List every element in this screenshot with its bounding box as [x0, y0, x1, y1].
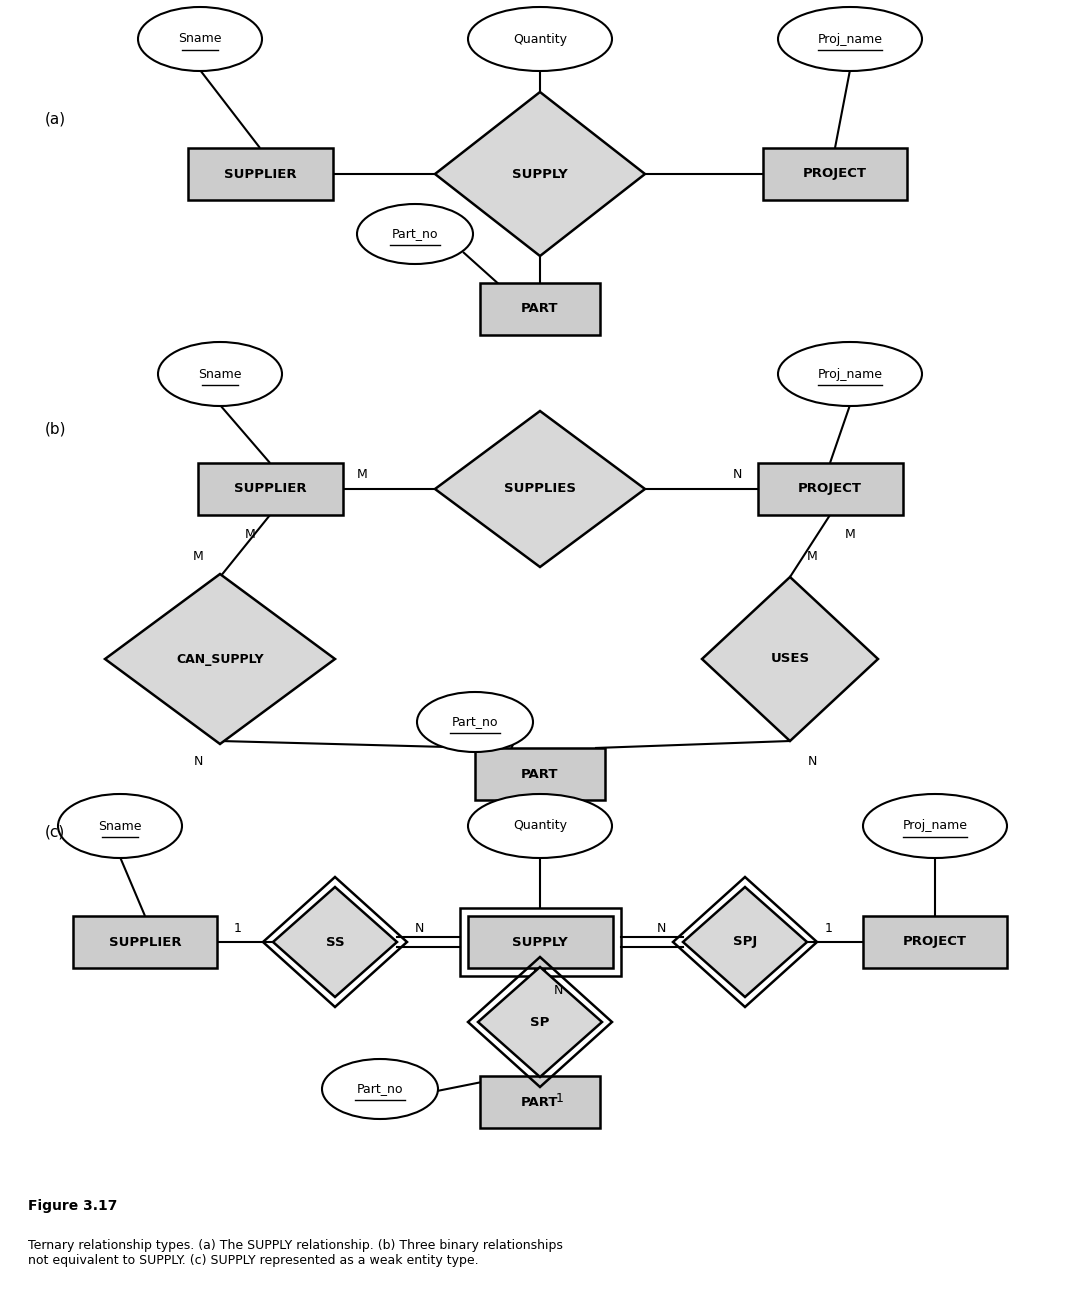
Polygon shape [478, 967, 602, 1077]
Text: N: N [733, 468, 742, 481]
Text: CAN_SUPPLY: CAN_SUPPLY [176, 652, 264, 665]
Ellipse shape [778, 6, 922, 71]
Text: M: M [845, 528, 855, 541]
Text: (b): (b) [44, 422, 66, 436]
Text: Part_no: Part_no [356, 1083, 403, 1096]
Text: N: N [193, 754, 203, 767]
Text: Sname: Sname [98, 819, 141, 832]
Ellipse shape [778, 342, 922, 406]
Text: Quantity: Quantity [513, 32, 567, 45]
Ellipse shape [138, 6, 262, 71]
Text: SS: SS [326, 936, 345, 949]
Ellipse shape [357, 204, 473, 264]
FancyBboxPatch shape [72, 916, 217, 968]
Text: (a): (a) [44, 111, 66, 127]
FancyBboxPatch shape [188, 148, 333, 201]
Polygon shape [702, 577, 878, 741]
FancyBboxPatch shape [480, 1077, 600, 1128]
FancyBboxPatch shape [863, 916, 1008, 968]
Text: SPJ: SPJ [733, 936, 757, 949]
Text: Quantity: Quantity [513, 819, 567, 832]
Polygon shape [435, 92, 645, 256]
Polygon shape [273, 886, 397, 996]
Polygon shape [105, 575, 335, 744]
Ellipse shape [417, 692, 534, 752]
Text: M: M [192, 550, 203, 563]
Text: USES: USES [770, 652, 810, 665]
Text: PROJECT: PROJECT [903, 936, 967, 949]
Text: (c): (c) [45, 824, 65, 840]
Ellipse shape [158, 342, 282, 406]
Ellipse shape [863, 795, 1007, 858]
Polygon shape [683, 886, 807, 996]
Text: M: M [357, 468, 368, 481]
Text: SUPPLIER: SUPPLIER [233, 483, 307, 496]
Text: PROJECT: PROJECT [804, 167, 867, 180]
Ellipse shape [58, 795, 183, 858]
Ellipse shape [468, 795, 612, 858]
Text: Proj_name: Proj_name [818, 367, 882, 380]
Text: N: N [808, 754, 816, 767]
Text: Part_no: Part_no [392, 228, 438, 241]
Text: SUPPLY: SUPPLY [512, 167, 568, 180]
Text: PROJECT: PROJECT [798, 483, 862, 496]
Text: Figure 3.17: Figure 3.17 [28, 1200, 118, 1212]
Text: SUPPLIER: SUPPLIER [109, 936, 181, 949]
Text: Part_no: Part_no [451, 716, 498, 729]
Text: SUPPLY: SUPPLY [512, 936, 568, 949]
FancyBboxPatch shape [762, 148, 907, 201]
Text: Ternary relationship types. (a) The SUPPLY relationship. (b) Three binary relati: Ternary relationship types. (a) The SUPP… [28, 1238, 563, 1267]
FancyBboxPatch shape [757, 463, 903, 515]
Text: 1: 1 [233, 921, 242, 934]
Text: M: M [807, 550, 818, 563]
Ellipse shape [468, 6, 612, 71]
Text: 1: 1 [556, 1092, 564, 1105]
Text: N: N [415, 921, 423, 934]
Text: Sname: Sname [199, 367, 242, 380]
Text: M: M [245, 528, 255, 541]
Text: Proj_name: Proj_name [818, 32, 882, 45]
Text: PART: PART [522, 767, 558, 780]
Ellipse shape [322, 1058, 438, 1119]
FancyBboxPatch shape [198, 463, 342, 515]
Polygon shape [435, 411, 645, 567]
FancyBboxPatch shape [468, 916, 612, 968]
Text: SUPPLIES: SUPPLIES [504, 483, 576, 496]
Text: Proj_name: Proj_name [903, 819, 968, 832]
Text: SUPPLIER: SUPPLIER [224, 167, 296, 180]
Text: 1: 1 [825, 921, 833, 934]
Text: PART: PART [522, 1096, 558, 1109]
Text: N: N [657, 921, 665, 934]
Text: N: N [553, 983, 563, 996]
FancyBboxPatch shape [475, 748, 605, 800]
FancyBboxPatch shape [480, 283, 600, 335]
Text: Sname: Sname [178, 32, 221, 45]
Text: PART: PART [522, 303, 558, 316]
Text: SP: SP [530, 1016, 550, 1029]
